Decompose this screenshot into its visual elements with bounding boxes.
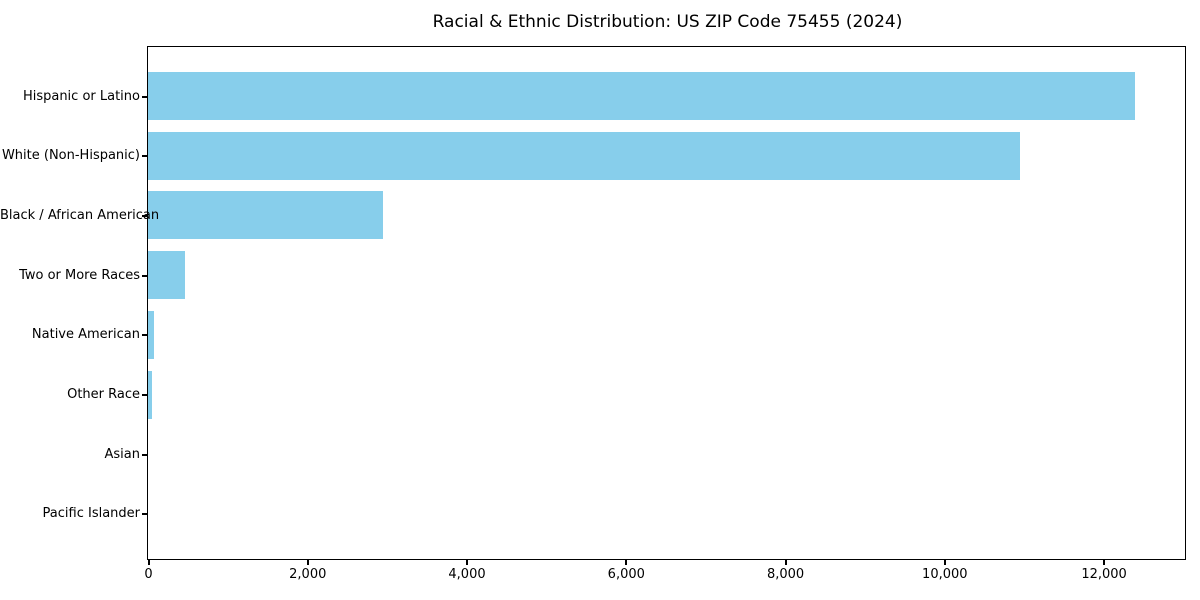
chart-title: Racial & Ethnic Distribution: US ZIP Cod… [432, 12, 903, 32]
x-tick-label-2000: 2,000 [289, 567, 327, 582]
plot-area [147, 46, 1186, 560]
x-tick-label-12000: 12,000 [1081, 567, 1127, 582]
y-label-white-non-hispanic: White (Non-Hispanic) [1, 148, 140, 164]
bar-two-or-more-races [148, 251, 186, 300]
x-tick-label-0: 0 [144, 567, 153, 582]
y-label-pacific-islander: Pacific Islander [42, 506, 140, 522]
y-label-black-african-american: Black / African American [0, 207, 160, 223]
y-label-two-or-more-races: Two or More Races [19, 267, 140, 283]
bar-other-race [148, 370, 152, 419]
x-tick-label-10000: 10,000 [922, 567, 968, 582]
bar-black-african-american [148, 191, 383, 240]
x-tick-6000 [625, 560, 628, 565]
y-tick-white-non-hispanic [142, 155, 147, 158]
x-tick-label-4000: 4,000 [448, 567, 486, 582]
x-tick-4000 [466, 560, 469, 565]
y-label-native-american: Native American [31, 327, 140, 343]
x-tick-10000 [943, 560, 946, 565]
y-tick-hispanic-or-latino [142, 95, 147, 98]
x-tick-8000 [784, 560, 787, 565]
y-tick-black-african-american [142, 214, 147, 217]
y-label-other-race: Other Race [67, 387, 140, 402]
bar-hispanic-or-latino [148, 72, 1135, 120]
x-tick-12000 [1103, 560, 1106, 565]
y-tick-pacific-islander [142, 513, 147, 516]
x-tick-2000 [306, 560, 309, 565]
y-tick-two-or-more-races [142, 274, 147, 277]
bar-white-non-hispanic [148, 131, 1020, 180]
x-tick-0 [147, 560, 150, 565]
y-tick-asian [142, 453, 147, 456]
bar-native-american [148, 310, 154, 359]
y-tick-other-race [142, 394, 147, 396]
y-label-hispanic-or-latino: Hispanic or Latino [22, 88, 140, 104]
y-tick-native-american [142, 334, 147, 337]
x-tick-label-8000: 8,000 [766, 567, 805, 582]
y-label-asian: Asian [104, 446, 140, 462]
x-tick-label-6000: 6,000 [607, 567, 645, 582]
